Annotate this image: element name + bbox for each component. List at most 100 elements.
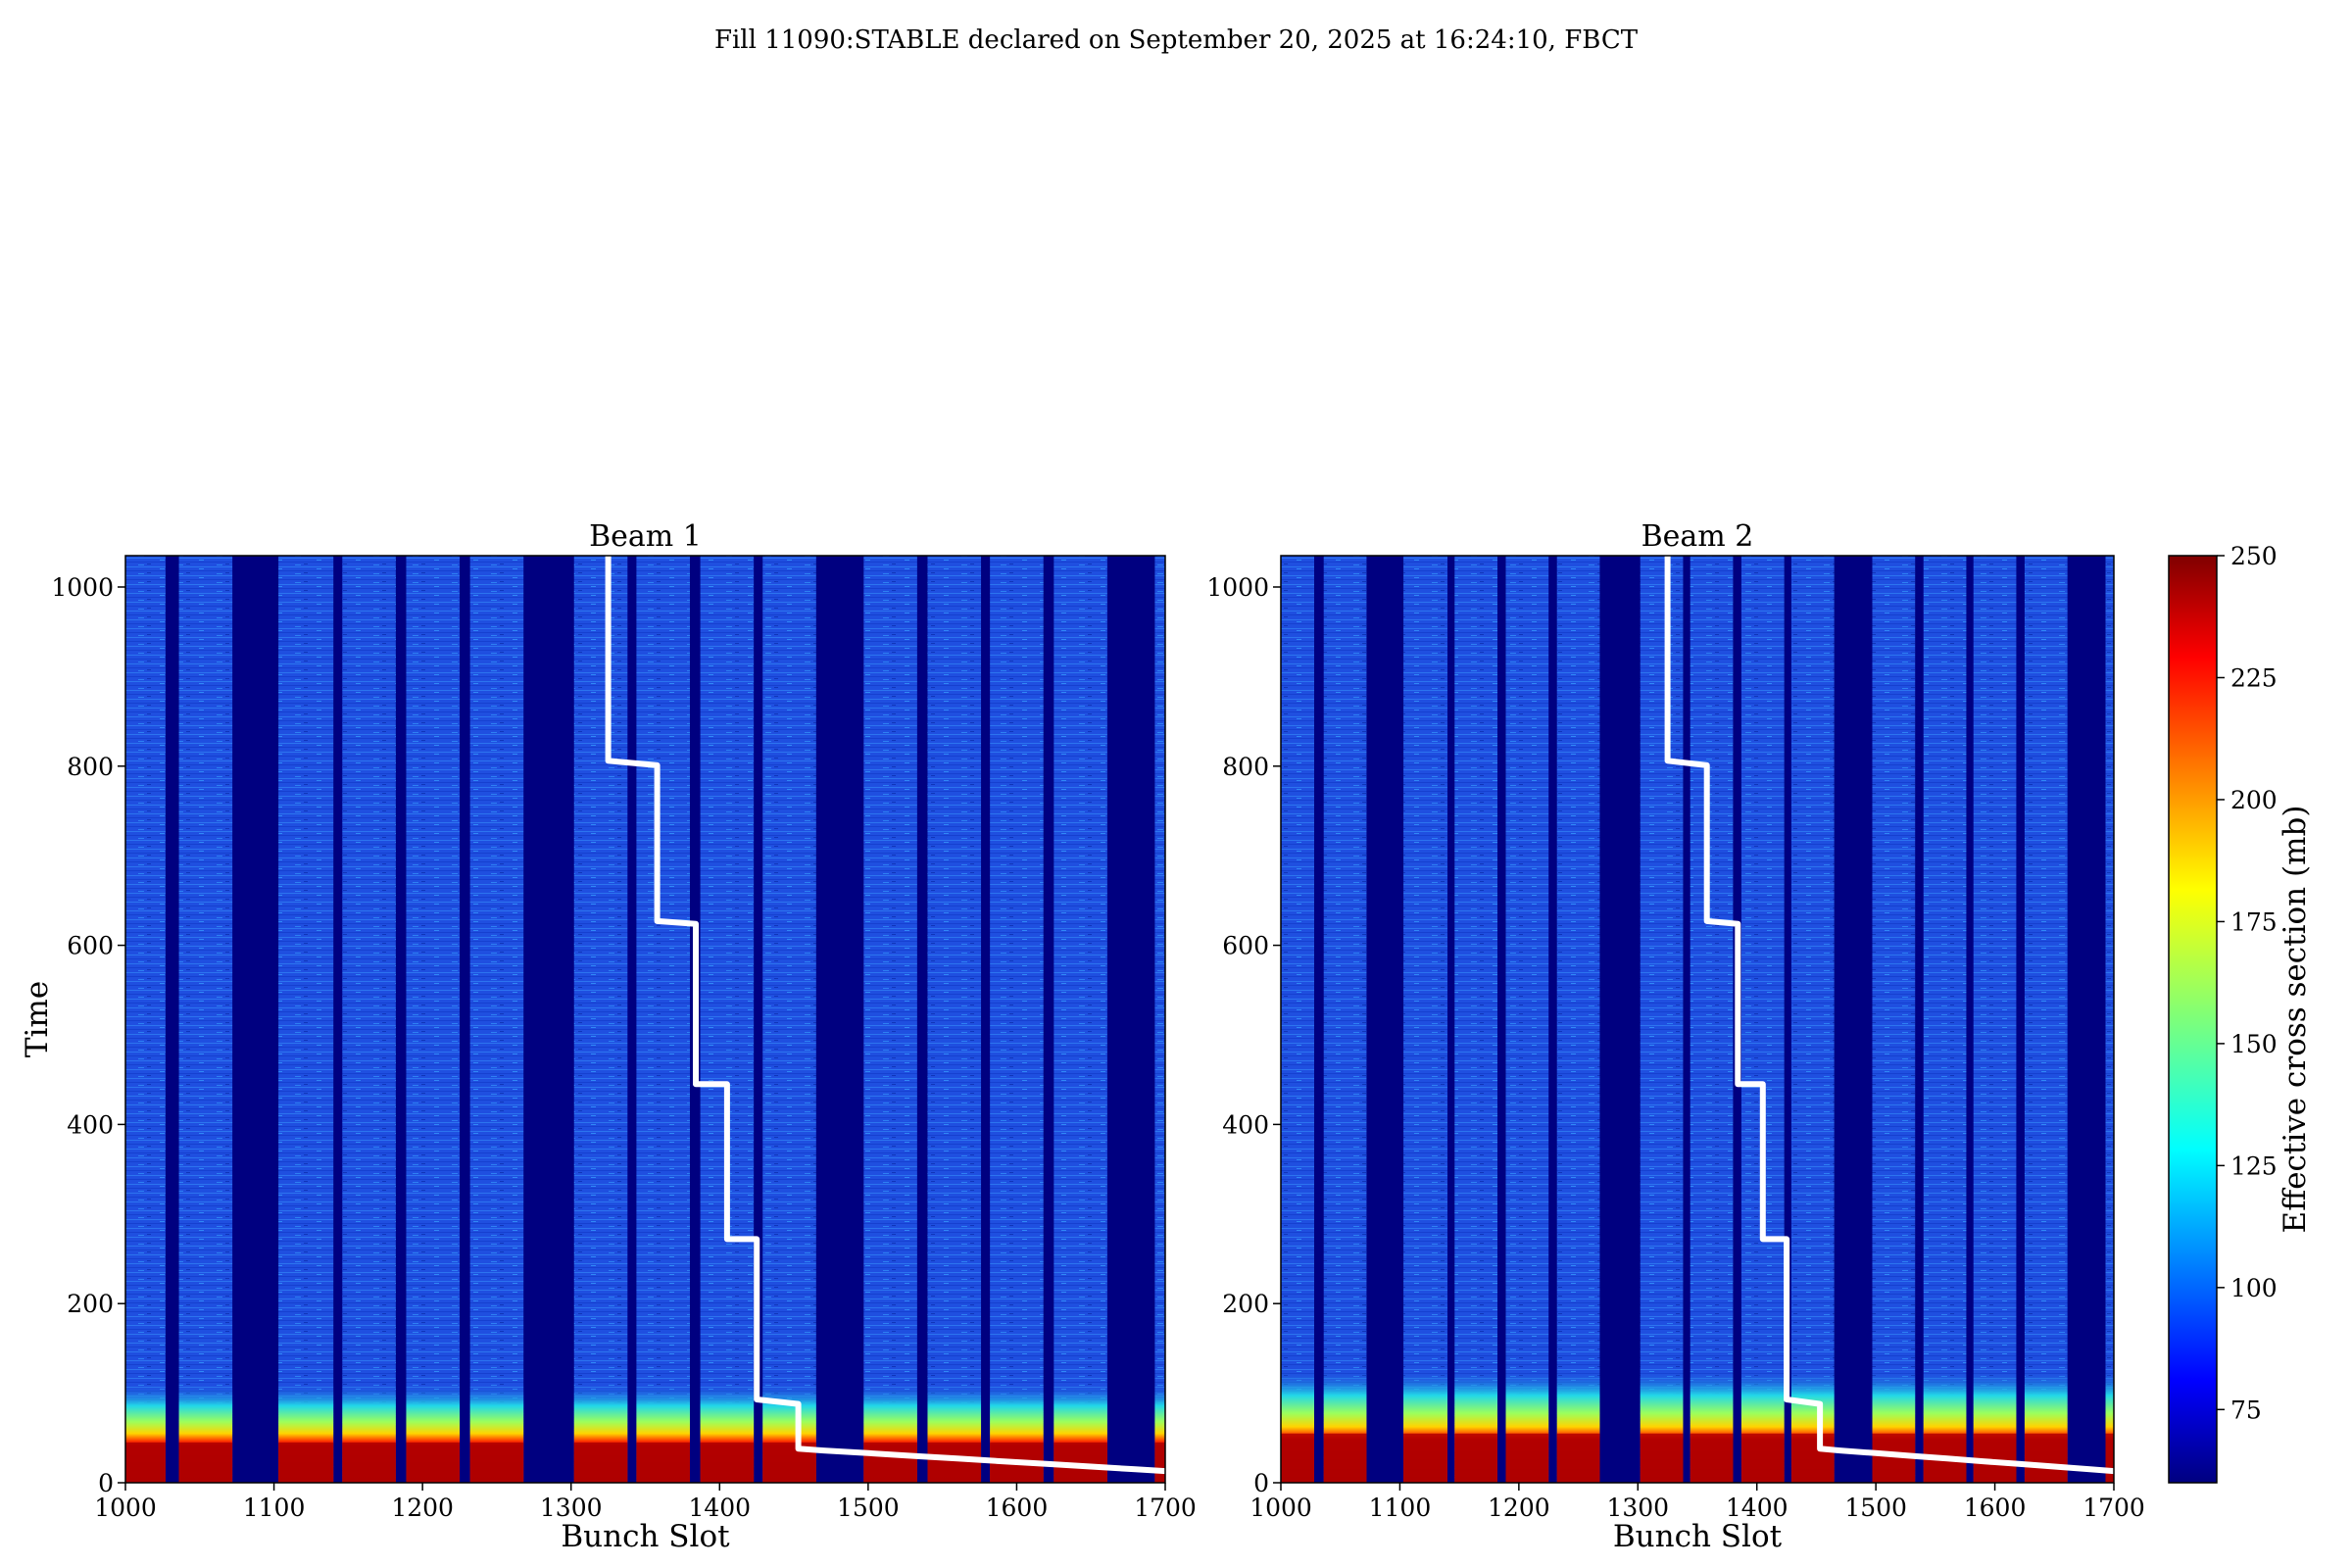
x-tick-label: 1200 [391,1494,454,1522]
filled-slot-band [1790,556,1835,1483]
early-time-saturated-region [2024,1433,2068,1483]
early-time-saturated-region [342,1442,396,1483]
filled-slot-band [1640,556,1684,1483]
x-tick-label: 1400 [1726,1494,1788,1522]
filled-slot-band [469,556,524,1483]
early-time-saturated-region [1556,1433,1600,1483]
x-tick-label: 1100 [243,1494,306,1522]
axes-frame [1280,555,2115,1484]
x-tick-label: 1300 [1606,1494,1669,1522]
filled-slot-band [1281,556,1314,1483]
filled-slot-band [1740,556,1785,1483]
filled-slot-band [1690,556,1734,1483]
x-tick-label: 1700 [1134,1494,1197,1522]
filled-slot-band [636,556,690,1483]
filled-slot-band [1403,556,1447,1483]
y-axis-label: Time [20,981,55,1057]
beam1-panel: 1000 1100 1200 1300 1400 1500 1600 1700 0 200 400 6… [20,519,1197,1554]
early-time-saturated-region [1640,1433,1684,1483]
filled-slot-band [927,556,982,1483]
early-time-saturated-region [1740,1433,1785,1483]
x-axis-label: Bunch Slot [561,1519,730,1554]
filled-slot-band [1973,556,2017,1483]
early-time-saturated-region [1690,1433,1734,1483]
filled-slot-band [1454,556,1497,1483]
filled-slot-band [1323,556,1367,1483]
filled-slot-band [278,556,334,1483]
x-axis-label: Bunch Slot [1613,1519,1783,1554]
x-tick-label: 1600 [986,1494,1049,1522]
x-tick-label: 1200 [1488,1494,1550,1522]
x-tick-label: 1000 [94,1494,157,1522]
y-tick-label: 200 [67,1290,114,1318]
colorbar-tick-label: 150 [2230,1030,2278,1058]
filled-slot-band [1872,556,1916,1483]
x-tick-label: 1500 [837,1494,900,1522]
axes-frame [124,555,1166,1484]
filled-slot-band [863,556,917,1483]
early-time-saturated-region [636,1442,690,1483]
early-time-saturated-region [1323,1433,1367,1483]
x-tick-label: 1700 [2082,1494,2145,1522]
x-tick-label: 1400 [688,1494,751,1522]
filled-slot-band [573,556,628,1483]
x-tick-label: 1300 [540,1494,603,1522]
early-time-saturated-region [1505,1433,1549,1483]
colorbar-tick-label: 125 [2230,1152,2278,1180]
colorbar-tick-label: 75 [2230,1396,2262,1424]
early-time-saturated-region [1973,1433,2017,1483]
early-time-saturated-region [178,1442,233,1483]
filled-slot-band [406,556,461,1483]
filled-slot-band [125,556,166,1483]
colorbar-tick-label: 225 [2230,663,2278,692]
colorbar-label: Effective cross section (mb) [2278,806,2313,1234]
early-time-saturated-region [125,1442,166,1483]
early-time-saturated-region [700,1442,755,1483]
colorbar-tick-label: 100 [2230,1274,2278,1302]
panel-title: Beam 1 [589,519,702,554]
filled-slot-band [1923,556,1967,1483]
colorbar-tick-label: 175 [2230,907,2278,936]
figure-title: Fill 11090:STABLE declared on September … [713,25,1639,55]
x-tick-label: 1000 [1250,1494,1312,1522]
x-tick-label: 1500 [1844,1494,1907,1522]
x-tick-label: 1600 [1964,1494,2027,1522]
early-time-saturated-region [278,1442,334,1483]
early-time-saturated-region [2105,1433,2114,1483]
y-tick-label: 600 [67,932,114,960]
early-time-saturated-region [1790,1433,1835,1483]
early-time-saturated-region [573,1442,628,1483]
colorbar-tick-label: 200 [2230,786,2278,814]
early-time-hot-region [2105,1370,2114,1483]
early-time-saturated-region [1454,1433,1497,1483]
early-time-saturated-region [863,1442,917,1483]
y-tick-label: 400 [67,1110,114,1139]
y-tick-label: 600 [1222,932,1269,960]
filled-slot-band [2024,556,2068,1483]
filled-slot-band [762,556,816,1483]
early-time-saturated-region [1281,1433,1314,1483]
filled-slot-band [990,556,1044,1483]
filled-slot-band [700,556,755,1483]
y-tick-label: 1000 [51,573,114,602]
filled-slot-band [342,556,396,1483]
y-tick-label: 1000 [1206,573,1269,602]
filled-slot-band [1505,556,1549,1483]
y-tick-label: 0 [98,1469,114,1497]
x-tick-label: 1100 [1369,1494,1432,1522]
y-tick-label: 0 [1253,1469,1269,1497]
early-time-saturated-region [927,1442,982,1483]
early-time-saturated-region [1154,1442,1165,1483]
overlay-line [1664,556,2115,1475]
filled-slot-band [2105,556,2114,1483]
overlay-line [605,556,1166,1475]
colorbar: 75 100 125 150 175 200 225 250 Effective cross s… [2168,542,2313,1484]
early-time-saturated-region [1403,1433,1447,1483]
colorbar-tick-label: 250 [2230,542,2278,570]
colorbar-gradient [2168,555,2218,1484]
beam2-panel: 1000 1100 1200 1300 1400 1500 1600 1700 0 200 400 6… [1206,519,2144,1554]
filled-slot-band [178,556,233,1483]
early-time-saturated-region [469,1442,524,1483]
early-time-hot-region [1154,1384,1165,1483]
